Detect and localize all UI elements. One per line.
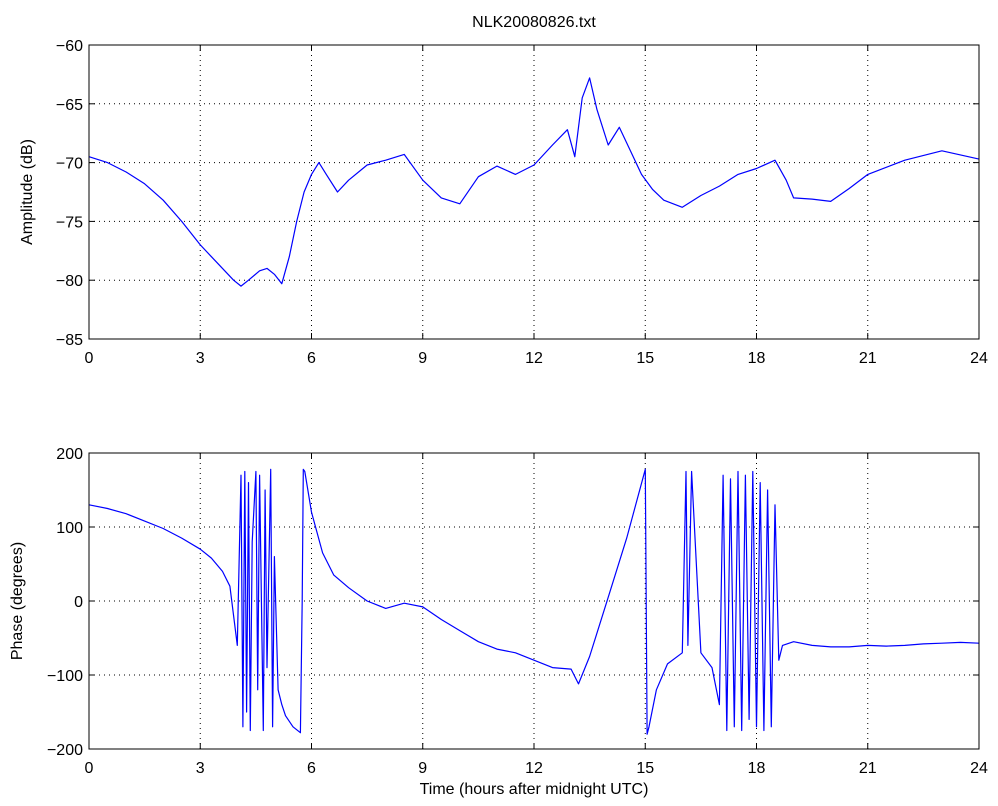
x-tick-label: 15 [636, 760, 654, 777]
x-tick-label: 15 [636, 350, 654, 367]
plot-area [89, 45, 979, 339]
x-tick-label: 12 [525, 760, 543, 777]
x-tick-label: 21 [859, 350, 877, 367]
x-tick-label: 24 [970, 350, 988, 367]
y-tick-label: −70 [56, 156, 83, 173]
x-tick-label: 21 [859, 760, 877, 777]
chart-title: NLK20080826.txt [472, 14, 596, 31]
x-tick-label: 12 [525, 350, 543, 367]
series-line [88, 468, 980, 735]
x-tick-label: 0 [85, 760, 94, 777]
y-tick-label: −85 [56, 332, 83, 349]
x-tick-label: 3 [196, 760, 205, 777]
x-tick-label: 9 [418, 350, 427, 367]
y-axis-label: Phase (degrees) [9, 542, 26, 660]
x-tick-label: 0 [85, 350, 94, 367]
y-tick-label: 0 [74, 594, 83, 611]
y-tick-label: 200 [56, 446, 83, 463]
y-tick-label: −60 [56, 38, 83, 55]
y-tick-label: −200 [47, 742, 83, 759]
y-tick-label: −100 [47, 668, 83, 685]
y-tick-label: −65 [56, 97, 83, 114]
amplitude-panel: 0 3 6 9 12 15 18 21 24 −85 −80 −75 −70 −65 −60 Amplitud… [19, 38, 988, 367]
y-axis-label: Amplitude (dB) [19, 139, 36, 245]
x-tick-label: 3 [196, 350, 205, 367]
x-axis-label: Time (hours after midnight UTC) [420, 781, 649, 798]
phase-panel: 0 3 6 9 12 15 18 21 24 −200 −100 0 100 200 Phase (degr… [9, 446, 988, 798]
x-tick-label: 18 [748, 760, 766, 777]
y-tick-label: −80 [56, 273, 83, 290]
x-tick-label: 9 [418, 760, 427, 777]
x-tick-label: 18 [748, 350, 766, 367]
y-tick-label: 100 [56, 520, 83, 537]
x-tick-label: 24 [970, 760, 988, 777]
x-tick-label: 6 [307, 350, 316, 367]
x-tick-label: 6 [307, 760, 316, 777]
y-tick-label: −75 [56, 214, 83, 231]
series-line [88, 77, 980, 287]
